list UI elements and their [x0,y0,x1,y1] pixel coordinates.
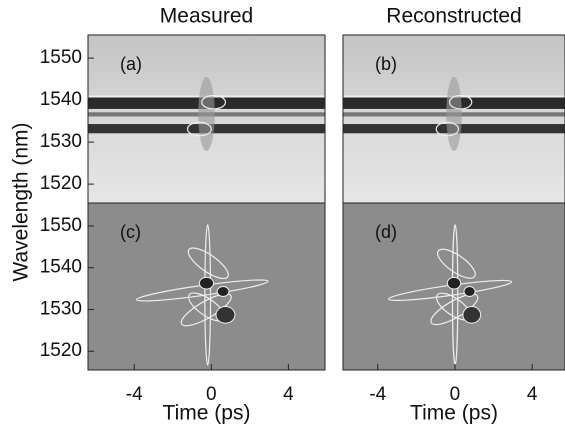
panel-title: Measured [160,5,253,28]
x-axis-label: Time (ps) [410,402,498,425]
panel: (a) [87,34,326,204]
contour [436,248,476,279]
y-axis-label: Wavelength (nm) [10,122,33,281]
panel-label: (a) [120,54,142,74]
y-tick-label: 1540 [40,89,82,110]
core [215,306,236,324]
panel: (c) [87,202,326,371]
x-tick-label: -4 [369,384,386,405]
y-tick-label: 1550 [40,47,82,68]
feature [446,77,462,151]
x-axis-label: Time (ps) [163,402,251,425]
core [463,286,476,298]
panel-frame [342,202,565,371]
panel-frame [87,202,326,371]
y-tick-label: 1520 [40,173,82,194]
panel: (b) [342,34,565,204]
feature [201,94,227,110]
panel-title: Reconstructed [386,5,521,28]
feature [435,121,460,137]
contour [180,293,232,327]
core [198,276,215,290]
feature [448,94,473,110]
x-tick-label: 0 [450,384,461,405]
panel: (d) [342,202,565,371]
y-tick-label: 1530 [40,298,82,319]
feature [186,121,212,137]
panel-label: (d) [375,222,397,242]
y-tick-label: 1550 [40,215,82,236]
x-tick-label: -4 [126,384,143,405]
core [462,306,482,324]
x-tick-label: 0 [206,384,217,405]
core [216,286,230,298]
contour [430,293,479,326]
feature [198,77,215,151]
contour [187,247,229,280]
y-tick-label: 1530 [40,131,82,152]
x-tick-label: 4 [283,384,294,405]
panel-label: (c) [120,222,141,242]
y-tick-label: 1520 [40,340,82,361]
x-tick-label: 4 [527,384,538,405]
y-tick-label: 1540 [40,257,82,278]
panel-label: (b) [375,54,397,74]
core [446,276,462,290]
